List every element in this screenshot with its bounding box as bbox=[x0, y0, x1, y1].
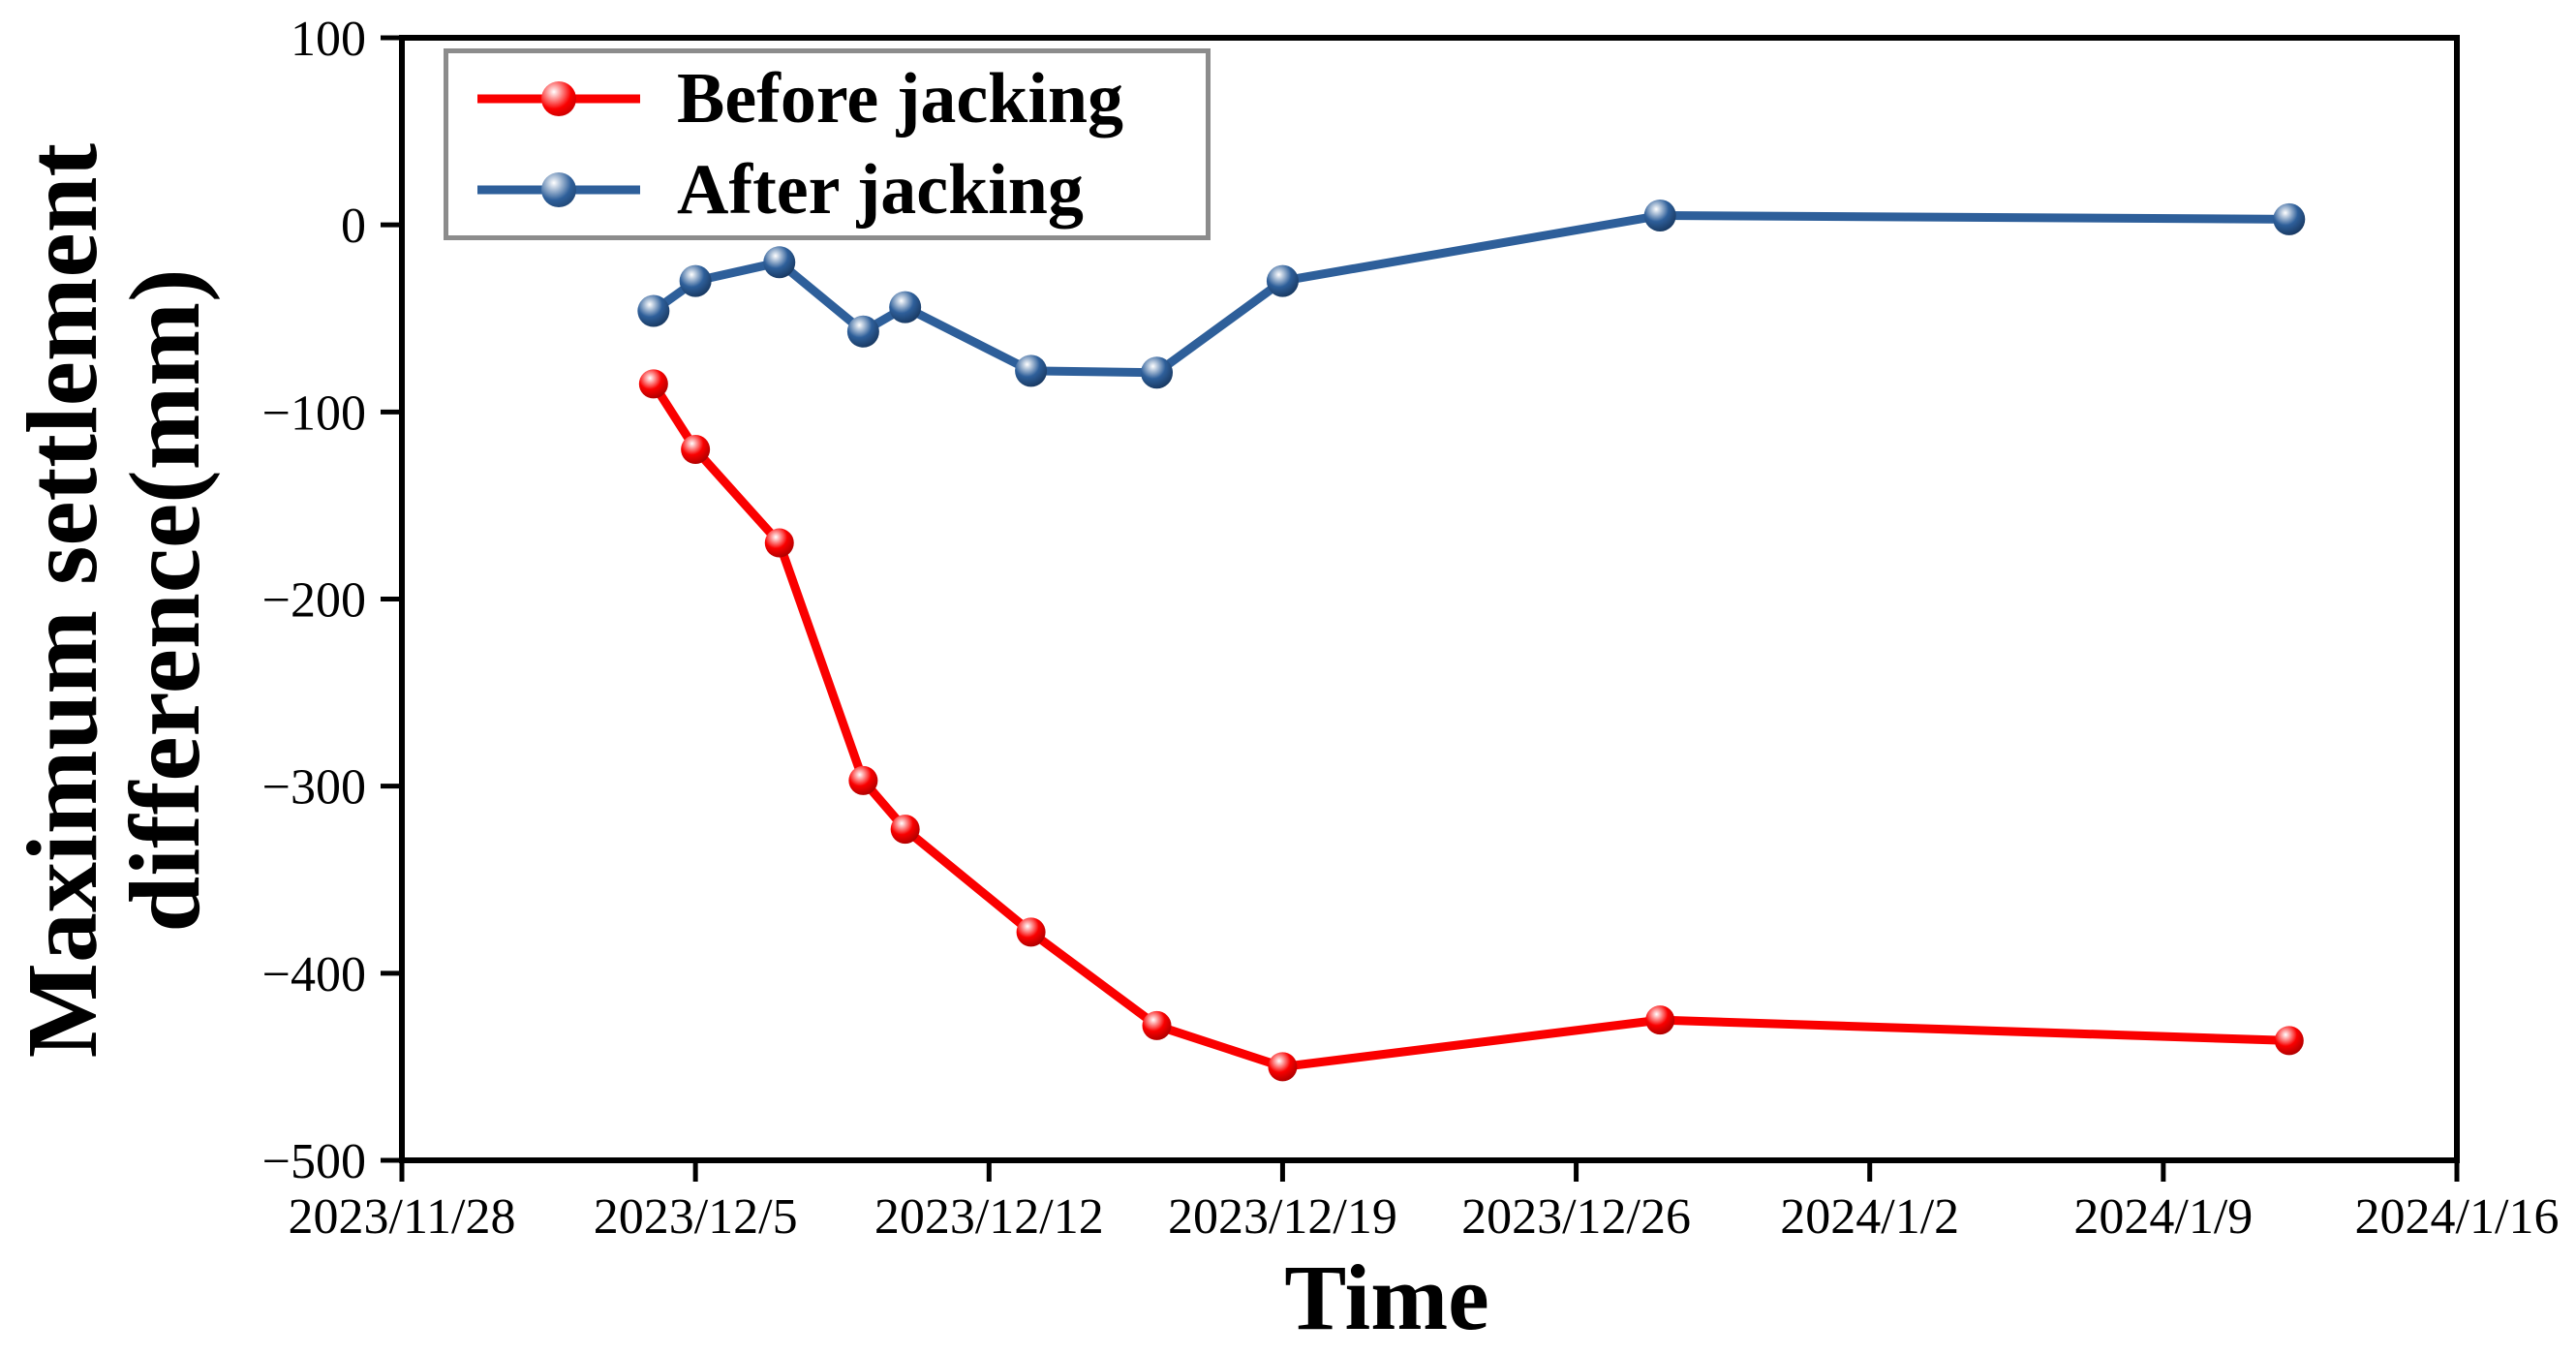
x-axis-ticks: 2023/11/28 2023/12/5 2023/12/12 2023/12/19 2… bbox=[289, 1160, 2560, 1245]
data-point-marker bbox=[890, 815, 920, 845]
y-tick-label: 0 bbox=[341, 199, 366, 254]
data-point-marker bbox=[681, 434, 711, 464]
series-after-jacking bbox=[637, 200, 2306, 389]
y-axis-title-line2: difference(mm) bbox=[109, 268, 221, 933]
data-point-marker bbox=[1142, 1010, 1172, 1040]
data-point-marker bbox=[1016, 917, 1046, 947]
y-axis-title-line1: Maximum settlement bbox=[6, 142, 118, 1059]
legend-label-before-jacking: Before jacking bbox=[677, 59, 1124, 139]
data-point-marker bbox=[1266, 264, 1299, 297]
x-tick-label: 2024/1/2 bbox=[1780, 1189, 1959, 1245]
y-tick-label: −500 bbox=[262, 1134, 366, 1189]
x-tick-label: 2024/1/16 bbox=[2355, 1189, 2560, 1245]
data-point-marker bbox=[679, 264, 712, 297]
series-line bbox=[649, 379, 2294, 1071]
data-point-marker bbox=[637, 294, 670, 327]
data-point-marker bbox=[1141, 356, 1174, 389]
ball-marker-icon bbox=[541, 81, 576, 117]
ball-marker-icon bbox=[541, 171, 576, 207]
legend-sample-after-jacking bbox=[477, 171, 640, 208]
data-point-marker bbox=[2273, 202, 2306, 235]
y-tick-label: −300 bbox=[262, 760, 366, 816]
legend: Before jacking After jacking bbox=[444, 48, 1211, 240]
data-point-marker bbox=[764, 528, 794, 558]
series-line bbox=[649, 211, 2294, 378]
data-point-marker bbox=[1268, 1052, 1298, 1082]
y-axis-title: Maximum settlement difference(mm) bbox=[6, 142, 221, 1059]
x-tick-label: 2023/12/26 bbox=[1461, 1189, 1691, 1245]
data-point-marker bbox=[763, 246, 796, 279]
x-axis-title: Time bbox=[1284, 1246, 1489, 1349]
x-tick-label: 2024/1/9 bbox=[2073, 1189, 2253, 1245]
x-tick-label: 2023/12/5 bbox=[594, 1189, 798, 1245]
x-tick-label: 2023/12/12 bbox=[874, 1189, 1104, 1245]
data-point-marker bbox=[2274, 1026, 2304, 1056]
x-tick-label: 2023/11/28 bbox=[289, 1189, 516, 1245]
y-tick-label: −100 bbox=[262, 385, 366, 441]
y-tick-label: −400 bbox=[262, 947, 366, 1002]
data-point-marker bbox=[848, 765, 878, 795]
legend-item-before-jacking: Before jacking bbox=[448, 54, 1206, 143]
y-axis-ticks: 100 0 −100 −200 −300 −400 −500 bbox=[262, 12, 402, 1189]
legend-item-after-jacking: After jacking bbox=[448, 145, 1206, 234]
data-point-marker bbox=[1643, 200, 1676, 232]
data-point-marker bbox=[638, 369, 668, 399]
x-tick-label: 2023/12/19 bbox=[1168, 1189, 1397, 1245]
data-point-marker bbox=[1645, 1005, 1675, 1035]
y-tick-label: 100 bbox=[291, 12, 366, 67]
y-tick-label: −200 bbox=[262, 573, 366, 629]
data-point-marker bbox=[1015, 354, 1048, 387]
data-point-marker bbox=[889, 291, 922, 323]
legend-sample-before-jacking bbox=[477, 80, 640, 117]
legend-label-after-jacking: After jacking bbox=[677, 149, 1084, 230]
series-before-jacking bbox=[638, 369, 2304, 1082]
data-point-marker bbox=[846, 315, 879, 348]
